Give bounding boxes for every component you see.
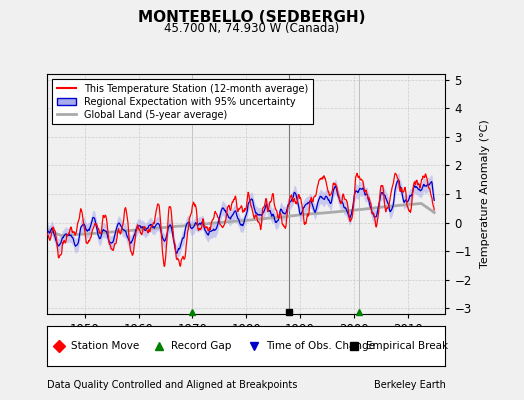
Legend: This Temperature Station (12-month average), Regional Expectation with 95% uncer: This Temperature Station (12-month avera… [52, 79, 313, 124]
Text: Data Quality Controlled and Aligned at Breakpoints: Data Quality Controlled and Aligned at B… [47, 380, 298, 390]
Text: Empirical Break: Empirical Break [366, 341, 448, 351]
Y-axis label: Temperature Anomaly (°C): Temperature Anomaly (°C) [480, 120, 490, 268]
Text: MONTEBELLO (SEDBERGH): MONTEBELLO (SEDBERGH) [138, 10, 365, 25]
Text: Record Gap: Record Gap [171, 341, 231, 351]
Text: Berkeley Earth: Berkeley Earth [374, 380, 445, 390]
Text: Station Move: Station Move [71, 341, 139, 351]
Text: 45.700 N, 74.930 W (Canada): 45.700 N, 74.930 W (Canada) [164, 22, 339, 35]
Text: Time of Obs. Change: Time of Obs. Change [266, 341, 375, 351]
